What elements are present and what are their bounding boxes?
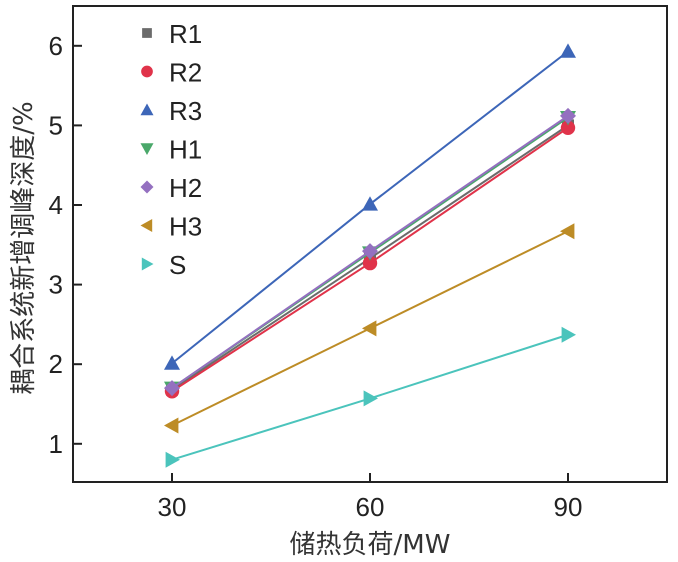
data-point-s: [363, 390, 378, 407]
legend-label: H1: [169, 135, 202, 165]
data-point-s: [165, 451, 180, 468]
legend-label: R2: [169, 58, 202, 88]
x-tick-label: 90: [554, 492, 583, 522]
data-point-h3: [164, 417, 179, 434]
legend-marker-r1: [142, 28, 152, 38]
data-point-r2: [560, 120, 576, 135]
y-axis-title: 耦合系统新增调峰深度/%: [9, 101, 39, 394]
data-point-h2: [362, 243, 378, 260]
x-axis-title: 储热负荷/MW: [290, 530, 451, 560]
legend-label: R3: [169, 96, 202, 126]
legend-label: H2: [169, 173, 202, 203]
y-tick-label: 1: [49, 429, 63, 459]
legend-label: S: [169, 250, 186, 280]
legend-marker-h1: [140, 143, 154, 155]
legend-marker-s: [141, 257, 154, 271]
data-point-r3: [560, 43, 576, 58]
data-point-h2: [164, 380, 180, 397]
data-point-r3: [164, 355, 180, 370]
series-r3: [164, 43, 576, 370]
legend-label: R1: [169, 19, 202, 49]
legend-item-r3: R3: [140, 96, 202, 126]
series-h2: [164, 107, 576, 397]
legend-item-r1: R1: [142, 19, 202, 49]
y-tick-label: 6: [49, 31, 63, 61]
data-point-r2: [362, 255, 378, 271]
series-r2: [164, 120, 576, 399]
data-point-h3: [560, 223, 575, 240]
y-tick-label: 3: [49, 270, 63, 300]
data-point-h3: [362, 320, 377, 337]
x-tick-label: 60: [356, 492, 385, 522]
y-tick-label: 5: [49, 110, 63, 140]
legend-item-h1: H1: [140, 135, 202, 165]
legend-item-s: S: [141, 250, 186, 280]
data-point-h2: [560, 107, 576, 124]
legend: R1 R2 R3 H1 H2 H3 S: [140, 19, 202, 280]
legend-label: H3: [169, 212, 202, 242]
series-s: [165, 326, 576, 468]
y-tick-label: 4: [49, 190, 63, 220]
legend-marker-r2: [141, 65, 153, 78]
legend-item-h2: H2: [140, 173, 202, 203]
x-tick-label: 30: [158, 492, 187, 522]
y-tick-label: 2: [49, 349, 63, 379]
series-layer: [164, 43, 576, 468]
legend-marker-r3: [140, 103, 154, 116]
legend-item-h3: H3: [140, 212, 202, 242]
legend-marker-h3: [140, 219, 153, 232]
legend-item-r2: R2: [141, 58, 202, 88]
series-h3: [164, 223, 575, 434]
data-point-r3: [362, 196, 378, 211]
ticks-layer: 30 60 90 1 2 3 4 5 6: [49, 31, 583, 522]
data-point-s: [561, 326, 576, 343]
legend-marker-h2: [140, 180, 154, 194]
